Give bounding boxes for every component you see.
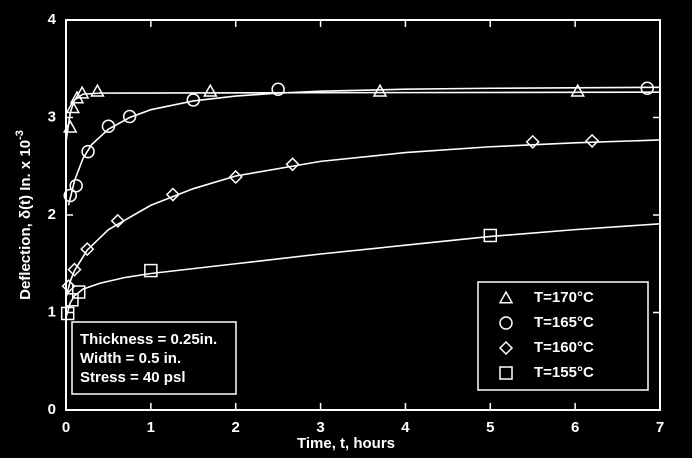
y-axis-label-main: Deflection, δ(t) In. x 10 bbox=[17, 140, 34, 300]
data-point bbox=[483, 228, 498, 243]
x-tick-label: 0 bbox=[62, 419, 70, 436]
legend-marker bbox=[499, 366, 513, 380]
y-axis-label: Deflection, δ(t) In. x 10-3 bbox=[14, 130, 34, 300]
legend-label: T=155°C bbox=[534, 364, 594, 381]
data-point bbox=[525, 134, 540, 149]
legend-marker bbox=[499, 316, 513, 330]
data-point bbox=[585, 133, 600, 148]
data-point bbox=[61, 279, 76, 294]
fit-curve bbox=[65, 91, 661, 142]
y-tick-label: 4 bbox=[48, 11, 57, 28]
data-point bbox=[202, 83, 218, 97]
x-tick-label: 2 bbox=[232, 419, 240, 436]
data-point bbox=[101, 119, 116, 134]
annotation-text: Thickness = 0.25in. bbox=[80, 331, 217, 348]
data-point bbox=[65, 100, 81, 114]
y-axis-label-sup: -3 bbox=[14, 130, 26, 140]
data-point bbox=[90, 83, 105, 97]
data-point bbox=[144, 263, 158, 278]
legend-label: T=170°C bbox=[534, 289, 594, 306]
data-point bbox=[80, 242, 95, 257]
y-tick-label: 1 bbox=[48, 303, 56, 320]
legend-marker bbox=[498, 290, 514, 304]
data-point bbox=[110, 213, 125, 228]
data-point bbox=[122, 109, 137, 124]
x-tick-label: 5 bbox=[486, 419, 494, 436]
x-tick-label: 7 bbox=[656, 419, 664, 436]
fit-curve bbox=[65, 139, 661, 299]
data-point bbox=[67, 262, 82, 277]
data-point bbox=[74, 85, 90, 99]
data-point bbox=[62, 119, 78, 133]
x-tick-label: 1 bbox=[147, 419, 155, 436]
annotation-text: Stress = 40 psl bbox=[80, 369, 185, 386]
data-point bbox=[285, 157, 300, 172]
data-point bbox=[60, 306, 75, 321]
legend-box bbox=[477, 281, 649, 391]
y-tick-label: 2 bbox=[48, 206, 56, 223]
data-point bbox=[271, 82, 285, 96]
y-tick-label: 3 bbox=[48, 108, 56, 125]
data-point bbox=[71, 285, 86, 299]
data-point bbox=[165, 187, 180, 202]
x-tick-label: 6 bbox=[571, 419, 579, 436]
legend-label: T=160°C bbox=[534, 339, 594, 356]
annotation-text: Width = 0.5 in. bbox=[80, 350, 181, 367]
legend-marker bbox=[498, 340, 514, 356]
legend-label: T=165°C bbox=[534, 314, 594, 331]
x-tick-label: 3 bbox=[316, 419, 324, 436]
x-axis-label: Time, t, hours bbox=[297, 435, 395, 452]
data-point bbox=[65, 293, 79, 307]
data-point bbox=[228, 169, 243, 185]
data-point bbox=[640, 81, 655, 95]
data-point bbox=[186, 93, 201, 107]
x-tick-label: 4 bbox=[401, 419, 410, 436]
annotation-box bbox=[71, 321, 237, 395]
data-point bbox=[81, 144, 95, 159]
fit-curve bbox=[65, 222, 661, 318]
data-point bbox=[69, 179, 83, 193]
y-tick-label: 0 bbox=[48, 401, 56, 418]
data-point bbox=[63, 188, 77, 203]
data-point bbox=[570, 83, 585, 97]
